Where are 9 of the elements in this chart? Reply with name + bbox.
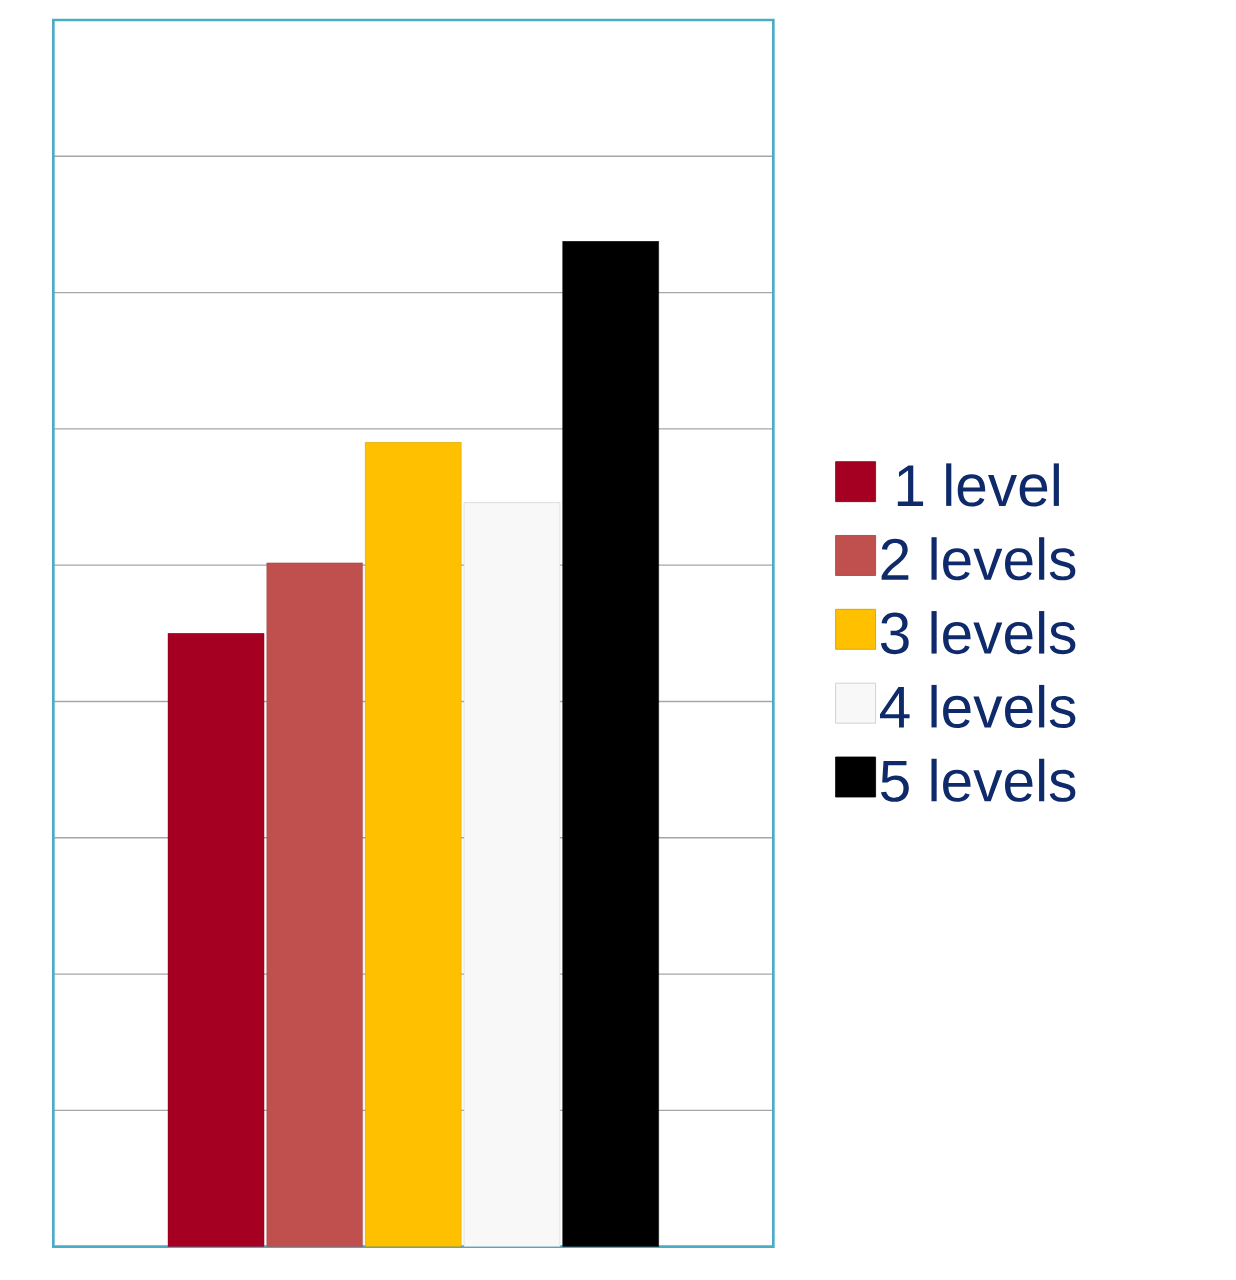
bar — [562, 240, 659, 1247]
bar — [167, 633, 265, 1247]
legend-label: 4 levels — [880, 684, 1076, 728]
bar — [365, 442, 462, 1247]
legend-label: 2 levels — [881, 537, 1076, 581]
legend-label: 5 levels — [881, 758, 1076, 802]
legend-label: 3 levels — [880, 611, 1076, 655]
bar — [463, 502, 561, 1247]
legend-label: 1 level — [897, 463, 1059, 507]
